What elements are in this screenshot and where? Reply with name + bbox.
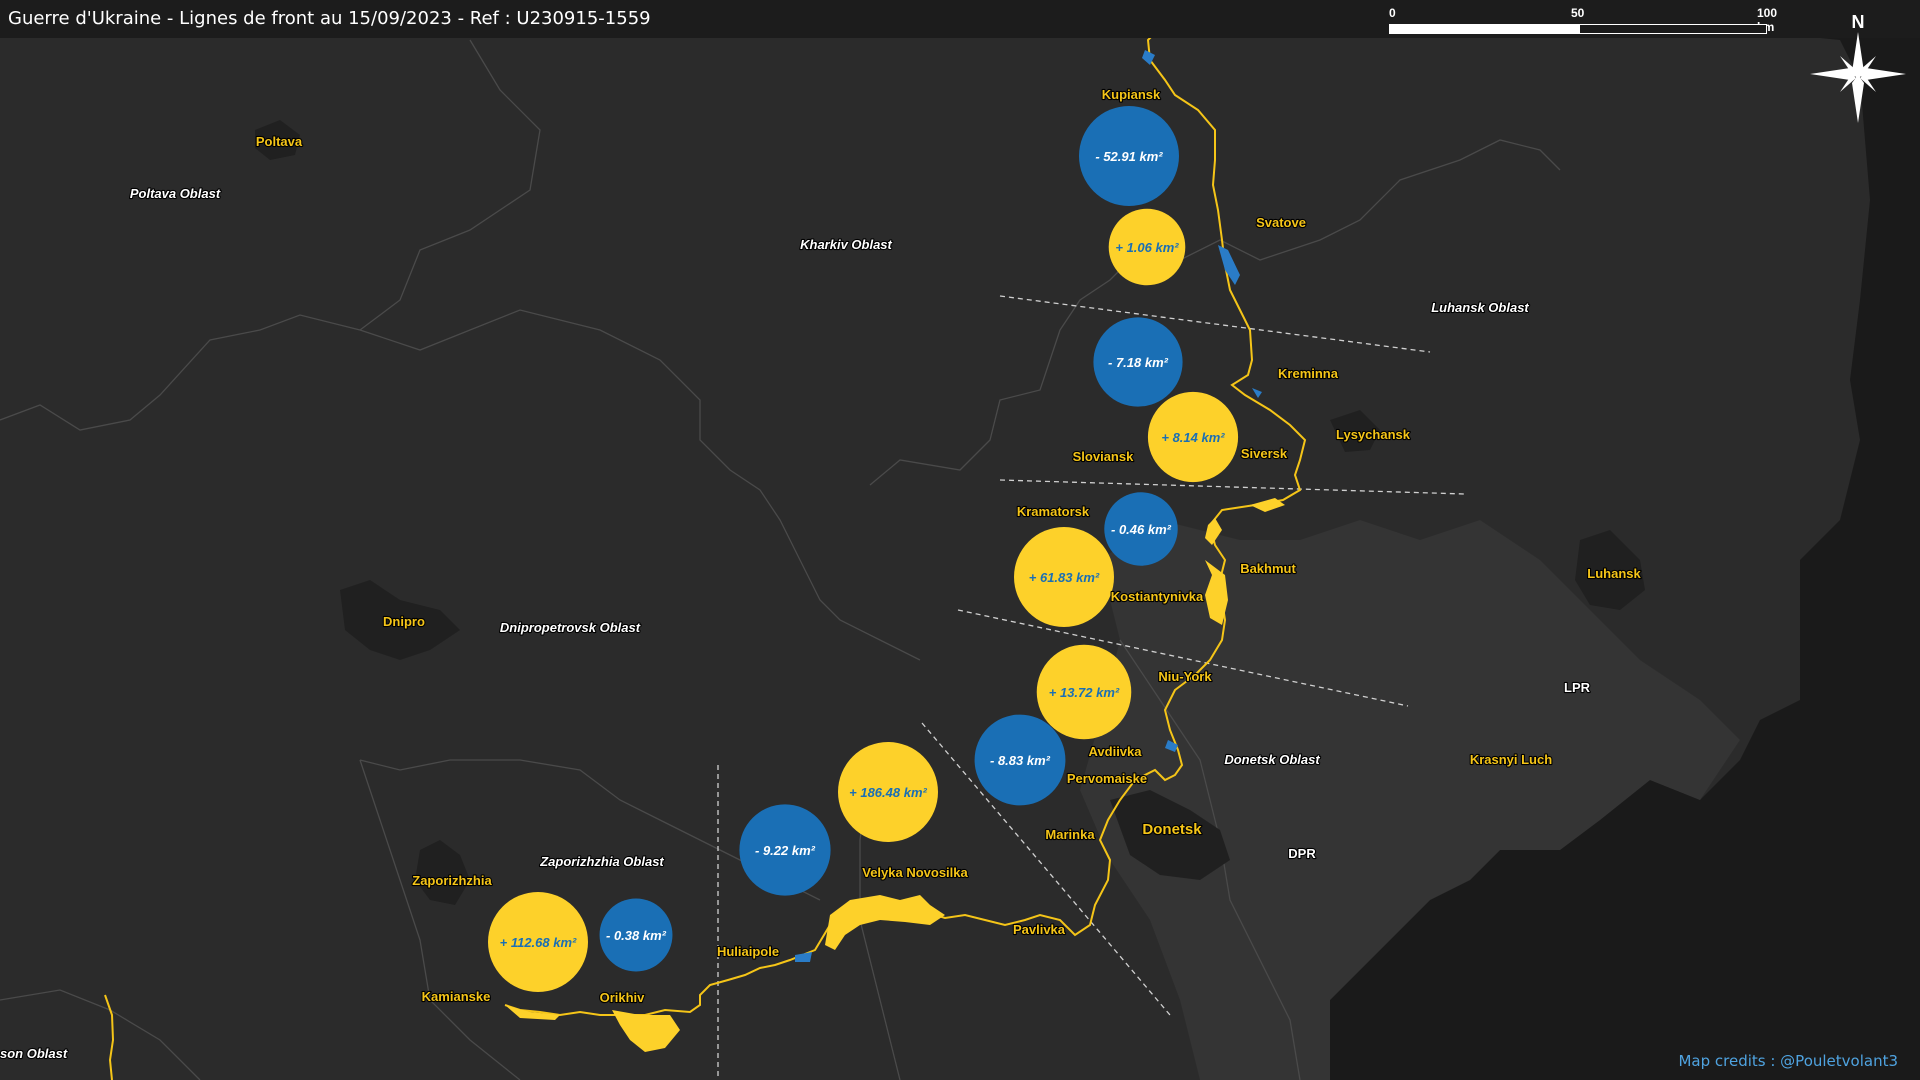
change-siversk-gain-bubble (1147, 391, 1239, 483)
donetsk-label: Donetsk (1142, 821, 1202, 838)
change-kupiansk-loss-bubble (1079, 106, 1179, 206)
orikhiv-label: Orikhiv (600, 990, 646, 1005)
krasnyi-luch-label: Krasnyi Luch (1470, 752, 1552, 767)
compass-rose-icon: N (1810, 12, 1906, 123)
map-labels: Russie Poltava Oblast Kharkiv Oblast Luh… (0, 0, 1703, 1062)
scale-bar-white-segment (1389, 24, 1579, 34)
change-bakhmut-gain-bubble (1014, 527, 1114, 627)
dnipro-area (340, 580, 460, 660)
change-bakhmut-gain: + 61.83 km² (1014, 527, 1114, 627)
change-siversk-gain-value: + 8.14 km² (1161, 430, 1225, 445)
kamianske-label: Kamianske (422, 989, 491, 1004)
scale-bar: 0 50 100 km (1389, 4, 1777, 36)
change-velyka-novosilka-gain-value: + 186.48 km² (849, 785, 927, 800)
map-credits: Map credits : @Pouletvolant3 (1678, 1052, 1898, 1070)
avdiivka-label: Avdiivka (1089, 744, 1143, 759)
dnipropetrovsk-oblast-label: Dnipropetrovsk Oblast (500, 620, 641, 635)
scale-tick-50: 50 (1571, 6, 1585, 20)
change-svatove-gain-bubble (1108, 208, 1186, 286)
gained-territory (505, 498, 1285, 1052)
lost-territory (795, 50, 1262, 962)
dnipro-label: Dnipro (383, 614, 425, 629)
lysychansk-label: Lysychansk (1336, 427, 1411, 442)
change-kreminna-loss-value: - 7.18 km² (1108, 355, 1169, 370)
poltava-label: Poltava (256, 134, 303, 149)
change-marinka-loss-value: - 8.83 km² (990, 753, 1051, 768)
north-arrow: N (1810, 8, 1910, 123)
city-areas (255, 120, 1645, 905)
donetsk-area (1110, 790, 1230, 880)
east-ukraine-area (1080, 520, 1740, 1080)
change-bakhmut-loss: - 0.46 km² (1104, 492, 1178, 566)
change-bakhmut-loss-value: - 0.46 km² (1111, 522, 1172, 537)
change-orikhiv-gain-value: + 112.68 km² (500, 935, 577, 950)
lpr-label: LPR (1564, 680, 1591, 695)
huliaipole-label: Huliaipole (717, 944, 779, 959)
kramatorsk-label: Kramatorsk (1017, 504, 1090, 519)
change-bakhmut-gain-value: + 61.83 km² (1029, 570, 1100, 585)
luhansk-area (1575, 530, 1645, 610)
change-huliaipole-loss: - 9.22 km² (739, 804, 831, 896)
change-marinka-loss-bubble (974, 714, 1066, 806)
zaporizhzhia-label: Zaporizhzhia (412, 873, 492, 888)
kharkiv-oblast-label: Kharkiv Oblast (800, 237, 892, 252)
dpr-label: DPR (1288, 846, 1316, 861)
zaporizhzhia-oblast-label: Zaporizhzhia Oblast (539, 854, 664, 869)
map-title: Guerre d'Ukraine - Lignes de front au 15… (8, 8, 651, 29)
marinka-label: Marinka (1045, 827, 1095, 842)
change-kupiansk-loss: - 52.91 km² (1079, 106, 1179, 206)
change-svatove-gain-value: + 1.06 km² (1115, 240, 1179, 255)
front-line (504, 0, 1307, 1017)
pervomaiske-label: Pervomaiske (1067, 771, 1147, 786)
kherson-front-line (104, 994, 115, 1080)
kherson-oblast-label: son Oblast (0, 1046, 68, 1061)
sector-dividers (717, 295, 1466, 1080)
kostiantynivka-label: Kostiantynivka (1111, 589, 1204, 604)
bakhmut-label: Bakhmut (1240, 561, 1296, 576)
sloviansk-label: Sloviansk (1073, 449, 1134, 464)
north-label: N (1852, 12, 1865, 32)
change-orikhiv-gain-bubble (488, 892, 588, 992)
poltava-area (255, 120, 300, 160)
change-kreminna-loss-bubble (1093, 317, 1183, 407)
luhansk-oblast-label: Luhansk Oblast (1431, 300, 1529, 315)
scale-bar-dark-segment (1579, 24, 1767, 34)
change-orikhiv-loss: - 0.38 km² (599, 898, 673, 972)
change-bakhmut-loss-bubble (1104, 492, 1178, 566)
lysychansk-area (1330, 410, 1380, 452)
scale-tick-0: 0 (1389, 6, 1396, 20)
svatove-label: Svatove (1256, 215, 1306, 230)
change-marinka-loss: - 8.83 km² (974, 714, 1066, 806)
change-kupiansk-loss-value: - 52.91 km² (1095, 149, 1163, 164)
russia-area (1180, 0, 1920, 1080)
zaporizhzhia-area (415, 840, 470, 905)
change-orikhiv-loss-value: - 0.38 km² (606, 928, 667, 943)
change-orikhiv-loss-bubble (599, 898, 673, 972)
velyka-novosilka-label: Velyka Novosilka (862, 865, 968, 880)
niu-york-label: Niu-York (1158, 669, 1212, 684)
change-svatove-gain: + 1.06 km² (1108, 208, 1186, 286)
pavlivka-label: Pavlivka (1013, 922, 1066, 937)
change-avdiivka-gain-bubble (1036, 644, 1132, 740)
change-huliaipole-loss-bubble (739, 804, 831, 896)
change-velyka-novosilka-gain: + 186.48 km² (838, 742, 938, 842)
change-avdiivka-gain: + 13.72 km² (1036, 644, 1132, 740)
change-avdiivka-gain-value: + 13.72 km² (1049, 685, 1120, 700)
kupiansk-label: Kupiansk (1102, 87, 1161, 102)
luhansk-label: Luhansk (1587, 566, 1641, 581)
change-velyka-novosilka-gain-bubble (838, 742, 938, 842)
change-huliaipole-loss-value: - 9.22 km² (755, 843, 816, 858)
area-change-bubbles: - 52.91 km² + 1.06 km² - 7.18 km² + 8.14 km… (488, 106, 1239, 992)
siversk-label: Siversk (1241, 446, 1288, 461)
change-orikhiv-gain: + 112.68 km² (488, 892, 588, 992)
kreminna-label: Kreminna (1278, 366, 1339, 381)
donetsk-oblast-label: Donetsk Oblast (1224, 752, 1320, 767)
change-siversk-gain: + 8.14 km² (1147, 391, 1239, 483)
change-kreminna-loss: - 7.18 km² (1093, 317, 1183, 407)
poltava-oblast-label: Poltava Oblast (130, 186, 221, 201)
